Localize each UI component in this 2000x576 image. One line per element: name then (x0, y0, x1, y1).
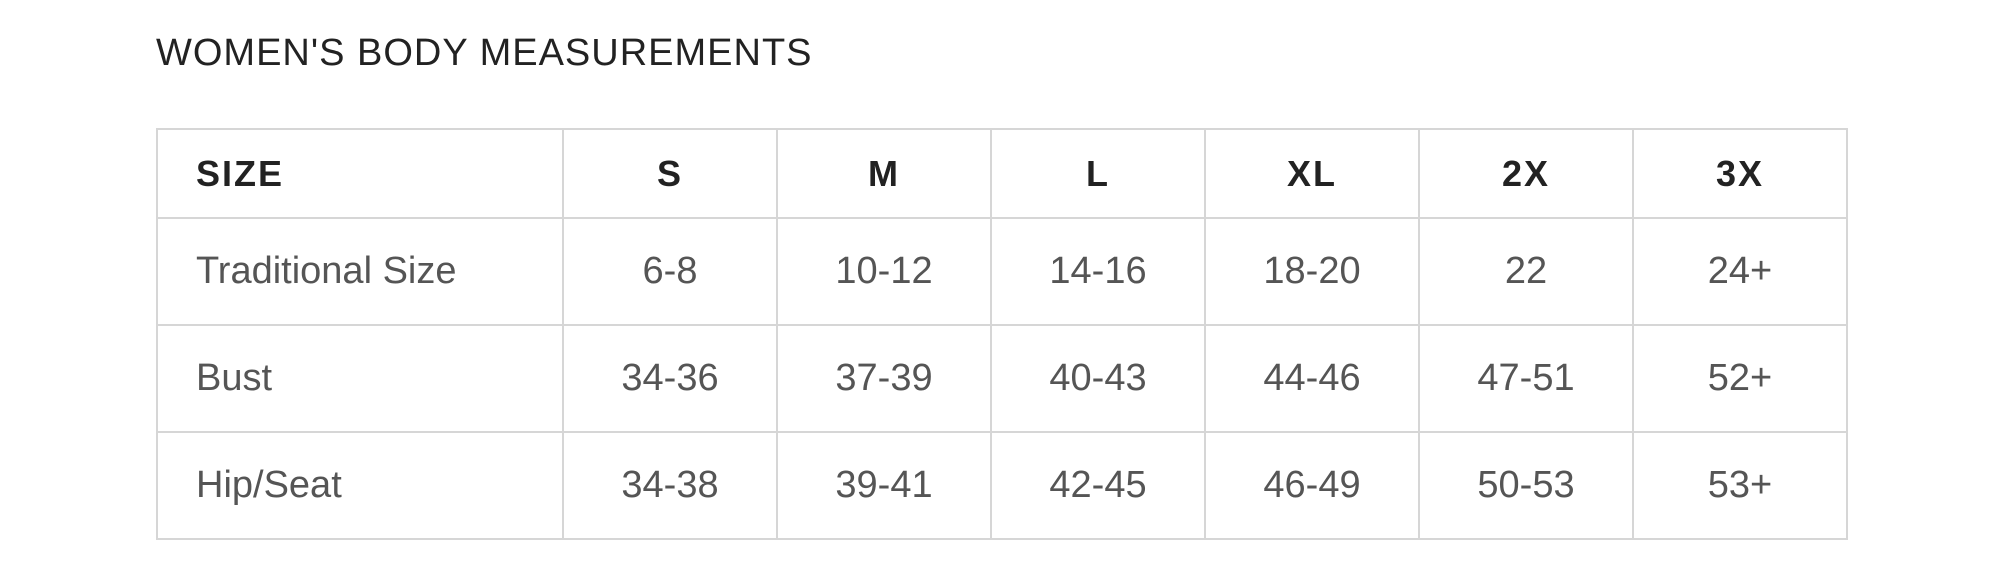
size-chart-table: SIZE S M L XL 2X 3X Traditional Size 6-8… (156, 128, 1848, 540)
table-row: Bust 34-36 37-39 40-43 44-46 47-51 52+ (156, 324, 1848, 433)
header-cell: 2X (1418, 128, 1634, 219)
table-row: Traditional Size 6-8 10-12 14-16 18-20 2… (156, 217, 1848, 326)
table-cell: 24+ (1632, 217, 1848, 326)
table-cell: 34-36 (562, 324, 778, 433)
table-cell: 39-41 (776, 431, 992, 540)
row-label: Traditional Size (156, 217, 564, 326)
table-cell: 47-51 (1418, 324, 1634, 433)
table-cell: 46-49 (1204, 431, 1420, 540)
page-title: WOMEN'S BODY MEASUREMENTS (156, 32, 813, 74)
table-cell: 50-53 (1418, 431, 1634, 540)
header-cell: L (990, 128, 1206, 219)
table-cell: 37-39 (776, 324, 992, 433)
table-cell: 42-45 (990, 431, 1206, 540)
header-cell: XL (1204, 128, 1420, 219)
table-cell: 14-16 (990, 217, 1206, 326)
table-cell: 44-46 (1204, 324, 1420, 433)
row-label: Hip/Seat (156, 431, 564, 540)
header-cell: M (776, 128, 992, 219)
header-cell: S (562, 128, 778, 219)
table-cell: 6-8 (562, 217, 778, 326)
table-cell: 34-38 (562, 431, 778, 540)
table-cell: 53+ (1632, 431, 1848, 540)
table-cell: 22 (1418, 217, 1634, 326)
row-label: Bust (156, 324, 564, 433)
table-cell: 18-20 (1204, 217, 1420, 326)
table-cell: 40-43 (990, 324, 1206, 433)
table-row: Hip/Seat 34-38 39-41 42-45 46-49 50-53 5… (156, 431, 1848, 540)
header-cell: SIZE (156, 128, 564, 219)
header-cell: 3X (1632, 128, 1848, 219)
header-row: SIZE S M L XL 2X 3X (156, 128, 1848, 219)
table-cell: 52+ (1632, 324, 1848, 433)
table-cell: 10-12 (776, 217, 992, 326)
